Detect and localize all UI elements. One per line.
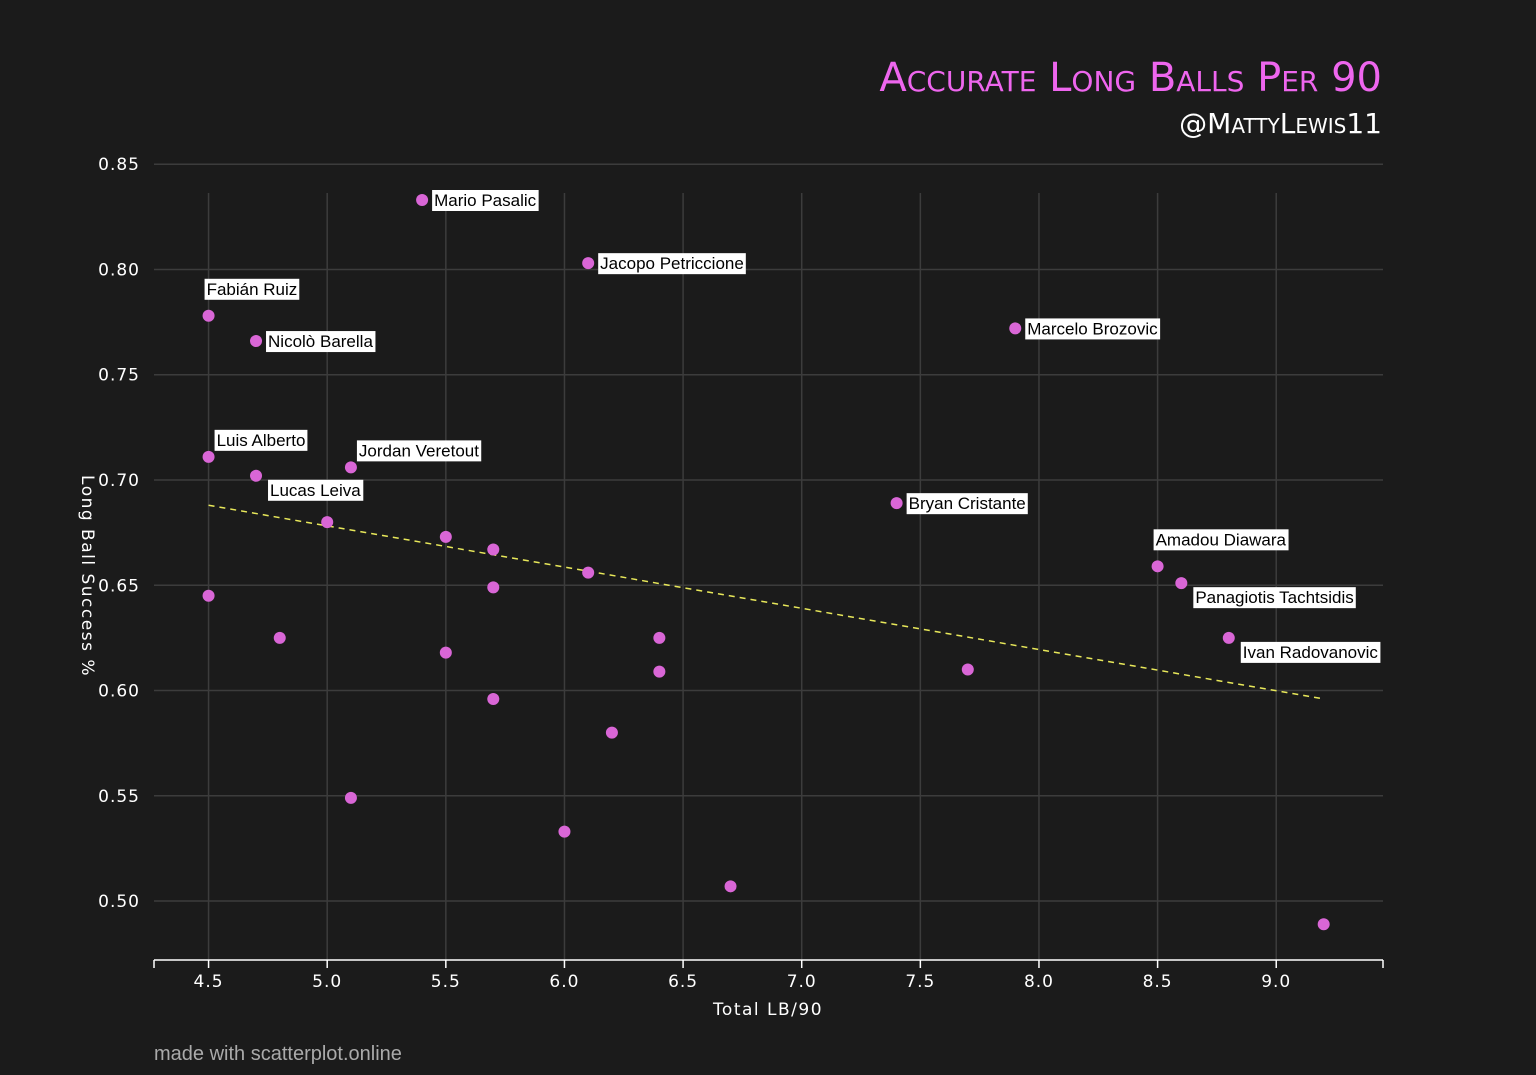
point-label-box bbox=[268, 479, 364, 501]
point-label-box bbox=[906, 493, 1028, 515]
data-point[interactable] bbox=[202, 589, 215, 602]
y-tick-label: 0.85 bbox=[98, 155, 140, 175]
point-label: Fabián Ruiz bbox=[204, 278, 300, 300]
x-tick-label: 6.5 bbox=[668, 972, 698, 992]
point-label-text: Luis Alberto bbox=[217, 431, 306, 450]
data-point[interactable] bbox=[273, 631, 286, 644]
y-tick-label: 0.60 bbox=[98, 682, 140, 702]
point-label: Bryan Cristante bbox=[906, 493, 1028, 515]
data-point[interactable] bbox=[582, 566, 595, 579]
data-point[interactable] bbox=[1175, 577, 1188, 590]
point-label-box bbox=[266, 331, 376, 353]
data-point[interactable] bbox=[558, 825, 571, 838]
x-tick-label: 8.5 bbox=[1143, 972, 1173, 992]
y-tick-label: 0.65 bbox=[98, 576, 140, 596]
point-label-text: Ivan Radovanovic bbox=[1243, 643, 1379, 662]
grid bbox=[154, 163, 1383, 960]
x-tick-label: 7.5 bbox=[905, 972, 935, 992]
trendline-group bbox=[208, 504, 1324, 700]
point-label: Jordan Veretout bbox=[356, 440, 482, 462]
y-tick-label: 0.55 bbox=[98, 787, 140, 807]
data-point[interactable] bbox=[605, 726, 618, 739]
point-label: Lucas Leiva bbox=[268, 479, 364, 501]
point-label-text: Mario Pasalic bbox=[434, 191, 537, 210]
x-tick-label: 5.0 bbox=[312, 972, 342, 992]
data-point[interactable] bbox=[653, 665, 666, 678]
point-label-box bbox=[204, 278, 300, 300]
point-label-text: Marcelo Brozovic bbox=[1027, 319, 1158, 338]
point-label: Ivan Radovanovic bbox=[1240, 641, 1381, 663]
x-tick-label: 8.0 bbox=[1024, 972, 1054, 992]
point-label-box bbox=[1193, 587, 1356, 609]
point-label-text: Bryan Cristante bbox=[909, 494, 1026, 513]
data-point[interactable] bbox=[321, 516, 334, 529]
point-label-text: Nicolò Barella bbox=[268, 332, 373, 351]
data-point[interactable] bbox=[487, 581, 500, 594]
point-label: Mario Pasalic bbox=[432, 190, 539, 211]
point-label-text: Lucas Leiva bbox=[270, 481, 361, 500]
y-tick-label: 0.70 bbox=[98, 471, 140, 491]
data-point[interactable] bbox=[344, 791, 357, 804]
point-label-text: Fabián Ruiz bbox=[207, 280, 298, 299]
data-point[interactable] bbox=[202, 450, 215, 463]
data-point[interactable] bbox=[1222, 631, 1235, 644]
point-label-text: Panagiotis Tachtsidis bbox=[1195, 588, 1353, 607]
data-point[interactable] bbox=[250, 335, 263, 348]
point-label-text: Jordan Veretout bbox=[359, 441, 479, 460]
point-label-box bbox=[1025, 318, 1161, 340]
data-point[interactable] bbox=[487, 692, 500, 705]
data-point[interactable] bbox=[890, 497, 903, 510]
point-label-text: Amadou Diawara bbox=[1156, 530, 1287, 549]
x-axis-label: Total LB/90 bbox=[712, 1000, 823, 1020]
data-point[interactable] bbox=[1151, 560, 1164, 573]
data-point[interactable] bbox=[344, 461, 357, 474]
point-label-box bbox=[1153, 529, 1289, 551]
data-point[interactable] bbox=[202, 309, 215, 322]
x-tick-label: 5.5 bbox=[431, 972, 461, 992]
point-label: Panagiotis Tachtsidis bbox=[1193, 587, 1356, 609]
point-label-text: Jacopo Petriccione bbox=[600, 254, 744, 273]
point-label: Jacopo Petriccione bbox=[598, 253, 746, 275]
y-tick-label: 0.80 bbox=[98, 260, 140, 280]
chart-title: Accurate Long Balls Per 90 bbox=[879, 55, 1382, 101]
data-point[interactable] bbox=[416, 194, 429, 206]
point-label: Nicolò Barella bbox=[266, 331, 376, 353]
data-point[interactable] bbox=[961, 663, 974, 676]
chart-subtitle: @MattyLewis11 bbox=[1179, 107, 1382, 140]
data-point[interactable] bbox=[724, 880, 737, 893]
point-label-box bbox=[356, 440, 482, 462]
data-point[interactable] bbox=[439, 530, 452, 543]
axes: 0.50 0.55 0.60 0.65 0.70 0.75 0.80 0.85 4.5 5.0 5.… bbox=[98, 155, 1384, 992]
point-label-box bbox=[432, 190, 539, 211]
data-point[interactable] bbox=[250, 469, 263, 482]
x-tick-label: 6.0 bbox=[549, 972, 579, 992]
x-tick-label: 9.0 bbox=[1261, 972, 1291, 992]
y-tick-label: 0.50 bbox=[98, 892, 140, 912]
point-label: Luis Alberto bbox=[214, 429, 308, 451]
y-axis-label: Long Ball Success % bbox=[77, 475, 97, 677]
data-point[interactable] bbox=[582, 257, 595, 270]
x-tick-label: 4.5 bbox=[194, 972, 224, 992]
data-points bbox=[202, 194, 1330, 931]
point-label-box bbox=[1240, 641, 1381, 663]
footer-credit: made with scatterplot.online bbox=[154, 1043, 402, 1065]
data-point[interactable] bbox=[1317, 918, 1330, 931]
point-label: Marcelo Brozovic bbox=[1025, 318, 1161, 340]
x-tick-label: 7.0 bbox=[787, 972, 817, 992]
y-tick-label: 0.75 bbox=[98, 366, 140, 386]
trendline bbox=[208, 504, 1324, 700]
point-labels: Mario Pasalic Jacopo Petriccione Fabián Ru… bbox=[204, 190, 1381, 663]
point-label: Amadou Diawara bbox=[1153, 529, 1289, 551]
data-point[interactable] bbox=[653, 631, 666, 644]
point-label-box bbox=[598, 253, 746, 275]
point-label-box bbox=[214, 429, 308, 451]
data-point[interactable] bbox=[1009, 322, 1022, 335]
data-point[interactable] bbox=[487, 543, 500, 556]
data-point[interactable] bbox=[439, 646, 452, 659]
